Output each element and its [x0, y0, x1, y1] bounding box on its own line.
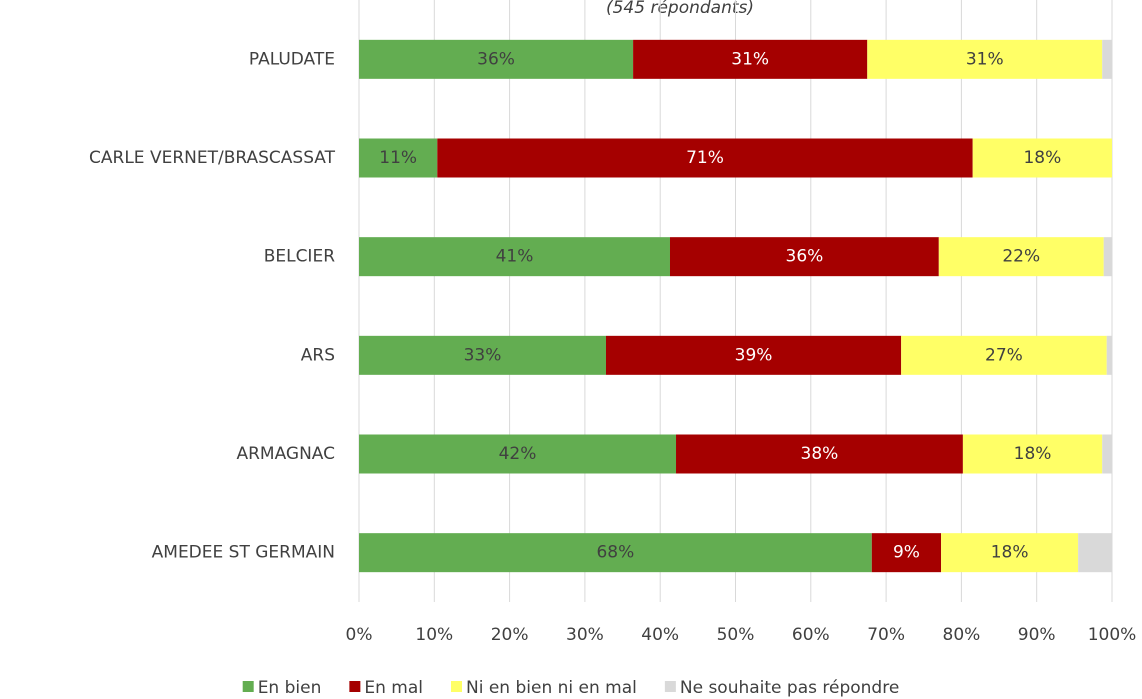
grid	[358, 0, 1113, 602]
bar-segment	[901, 335, 1107, 375]
data-label: 33%	[464, 345, 502, 365]
bar-segment	[941, 533, 1079, 573]
y-tick-label: CARLE VERNET/BRASCASSAT	[89, 148, 336, 168]
chart-subtitle: (545 répondants)	[606, 0, 754, 18]
bar-segment	[605, 335, 902, 375]
x-tick-label: 10%	[415, 625, 453, 645]
bar-segment	[359, 237, 670, 277]
legend-swatch	[450, 681, 462, 692]
x-tick-label: 80%	[943, 625, 981, 645]
x-tick-label: 70%	[867, 625, 905, 645]
legend-swatch	[349, 681, 361, 692]
y-tick-label: BELCIER	[264, 247, 336, 267]
data-label: 11%	[379, 148, 417, 168]
legend-label: Ne souhaite pas répondre	[680, 678, 899, 698]
bar-segment	[359, 39, 634, 79]
data-label: 38%	[801, 444, 839, 464]
data-label: 36%	[786, 247, 824, 267]
bar-segment	[437, 138, 973, 178]
y-tick-label: PALUDATE	[249, 49, 335, 69]
x-tick-label: 30%	[566, 625, 604, 645]
data-label: 18%	[991, 543, 1029, 563]
data-label: 18%	[1023, 148, 1061, 168]
bar-segment	[1106, 335, 1112, 375]
y-tick-label: ARS	[301, 345, 335, 365]
data-label: 41%	[496, 247, 534, 267]
data-label: 39%	[735, 345, 773, 365]
data-label: 36%	[477, 49, 515, 69]
legend-label: Ni en bien ni en mal	[466, 678, 637, 698]
x-tick-label: 0%	[346, 625, 373, 645]
data-label: 68%	[596, 543, 634, 563]
data-label: 71%	[686, 148, 724, 168]
data-label: 31%	[731, 49, 769, 69]
bar-segment	[1078, 533, 1112, 573]
bar-segment	[1102, 39, 1112, 79]
legend-label: En bien	[258, 678, 322, 698]
x-tick-label: 90%	[1018, 625, 1056, 645]
bar-segment	[359, 533, 872, 573]
legend-swatch	[242, 681, 254, 692]
bar-segment	[972, 138, 1112, 178]
bar-segment	[867, 39, 1103, 79]
bar-segment	[669, 237, 939, 277]
bar-segment	[1102, 434, 1112, 474]
data-label: 22%	[1002, 247, 1040, 267]
bar-segment	[962, 434, 1103, 474]
bar-segment	[359, 138, 438, 178]
legend-swatch	[664, 681, 676, 692]
x-tick-label: 20%	[491, 625, 529, 645]
x-tick-label: 50%	[717, 625, 755, 645]
legend-label: En mal	[364, 678, 423, 698]
y-tick-label: ARMAGNAC	[236, 444, 335, 464]
bar-segment	[871, 533, 942, 573]
data-label: 9%	[893, 543, 920, 563]
data-label: 18%	[1014, 444, 1052, 464]
data-label: 27%	[985, 345, 1023, 365]
x-tick-label: 100%	[1088, 625, 1137, 645]
data-label: 31%	[966, 49, 1004, 69]
bar-segment	[676, 434, 963, 474]
y-tick-label: AMEDEE ST GERMAIN	[152, 543, 335, 563]
x-tick-label: 60%	[792, 625, 830, 645]
data-label: 42%	[499, 444, 537, 464]
bar-segment	[938, 237, 1104, 277]
bar-segment	[633, 39, 868, 79]
x-tick-label: 40%	[641, 625, 679, 645]
bar-segment	[1103, 237, 1112, 277]
bar-segment	[359, 335, 606, 375]
bar-segment	[359, 434, 677, 474]
